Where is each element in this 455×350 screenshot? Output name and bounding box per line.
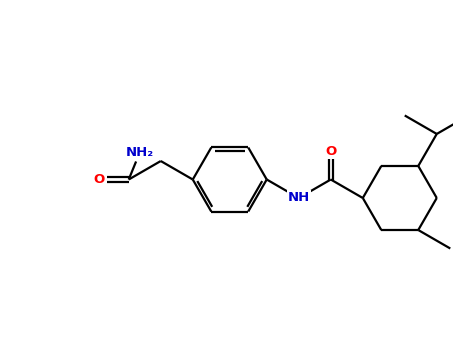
Text: NH₂: NH₂ bbox=[126, 146, 154, 159]
Text: O: O bbox=[94, 173, 105, 186]
Text: NH: NH bbox=[288, 191, 310, 204]
Text: O: O bbox=[325, 145, 336, 158]
